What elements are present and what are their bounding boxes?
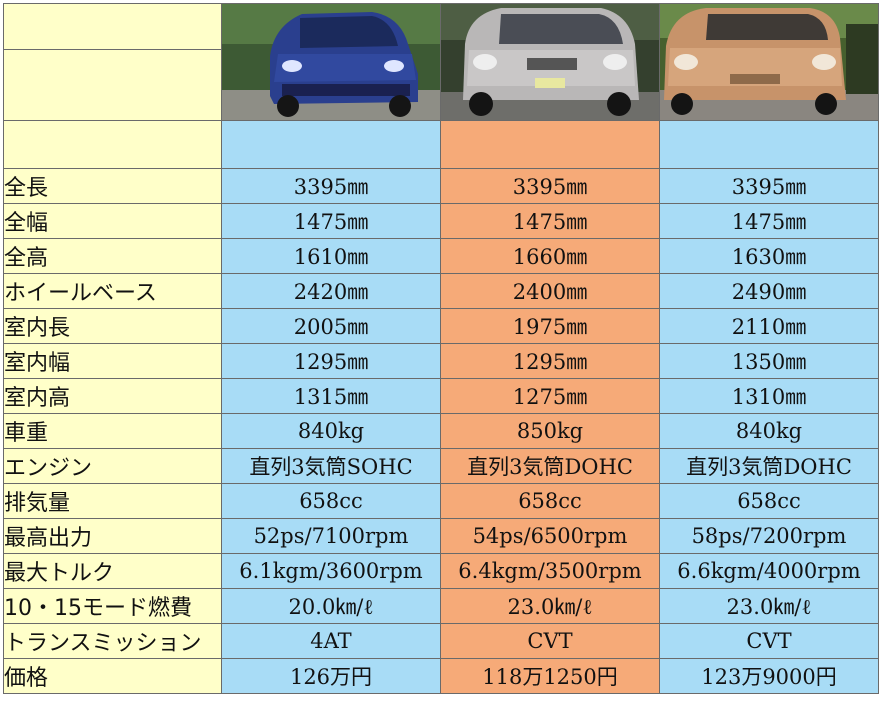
header-blank-cell-bottom — [3, 120, 222, 169]
table-cell: 3395㎜ — [440, 168, 660, 204]
row-label: 車重 — [3, 413, 222, 449]
table-cell: 126万円 — [221, 658, 441, 694]
header-blank-cell-middle — [3, 49, 222, 121]
table-cell: 1475㎜ — [659, 203, 879, 239]
row-label: 室内長 — [3, 308, 222, 344]
table-cell: 3395㎜ — [659, 168, 879, 204]
table-cell: 2400㎜ — [440, 273, 660, 309]
row-label: トランスミッション — [3, 623, 222, 659]
row-label: 排気量 — [3, 483, 222, 519]
table-row: 10・15モード燃費 20.0㎞/ℓ 23.0㎞/ℓ 23.0㎞/ℓ — [3, 588, 879, 624]
row-label: 最高出力 — [3, 518, 222, 554]
blue-kei-car-photo-icon — [222, 4, 440, 120]
table-row: 全長 3395㎜ 3395㎜ 3395㎜ — [3, 168, 879, 204]
table-cell: 直列3気筒SOHC — [221, 448, 441, 484]
table-row: 全高 1610㎜ 1660㎜ 1630㎜ — [3, 238, 879, 274]
silver-kei-car-photo-icon — [441, 4, 659, 120]
table-row: 最大トルク 6.1kgm/3600rpm 6.4kgm/3500rpm 6.6k… — [3, 553, 879, 589]
table-cell: 1310㎜ — [659, 378, 879, 414]
table-cell: 4AT — [221, 623, 441, 659]
table-row: ホイールベース 2420㎜ 2400㎜ 2490㎜ — [3, 273, 879, 309]
table-cell: 54ps/6500rpm — [440, 518, 660, 554]
table-cell: 23.0㎞/ℓ — [440, 588, 660, 624]
car-3-color-band — [659, 120, 879, 169]
table-cell: 20.0㎞/ℓ — [221, 588, 441, 624]
table-cell: 1630㎜ — [659, 238, 879, 274]
table-cell: 6.6kgm/4000rpm — [659, 553, 879, 589]
row-label: 全幅 — [3, 203, 222, 239]
table-row: 最高出力 52ps/7100rpm 54ps/6500rpm 58ps/7200… — [3, 518, 879, 554]
row-label: ホイールベース — [3, 273, 222, 309]
table-cell: 直列3気筒DOHC — [659, 448, 879, 484]
table-cell: 840kg — [659, 413, 879, 449]
table-cell: 658cc — [221, 483, 441, 519]
table-cell: CVT — [659, 623, 879, 659]
table-cell: 直列3気筒DOHC — [440, 448, 660, 484]
table-cell: 1660㎜ — [440, 238, 660, 274]
table-row: 室内高 1315㎜ 1275㎜ 1310㎜ — [3, 378, 879, 414]
table-row: 室内幅 1295㎜ 1295㎜ 1350㎜ — [3, 343, 879, 379]
row-label: エンジン — [3, 448, 222, 484]
table-row: エンジン 直列3気筒SOHC 直列3気筒DOHC 直列3気筒DOHC — [3, 448, 879, 484]
car-3-photo-cell — [659, 3, 879, 121]
table-cell: 1350㎜ — [659, 343, 879, 379]
spec-comparison-table: 全長 3395㎜ 3395㎜ 3395㎜ 全幅 1475㎜ 1475㎜ 1475… — [3, 2, 879, 694]
table-cell: 1275㎜ — [440, 378, 660, 414]
table-row: 室内長 2005㎜ 1975㎜ 2110㎜ — [3, 308, 879, 344]
table-cell: 1610㎜ — [221, 238, 441, 274]
table-cell: 658cc — [440, 483, 660, 519]
table-row: 価格 126万円 118万1250円 123万9000円 — [3, 658, 879, 694]
row-label: 価格 — [3, 658, 222, 694]
table-cell: 123万9000円 — [659, 658, 879, 694]
table-cell: 2490㎜ — [659, 273, 879, 309]
table-row: 全幅 1475㎜ 1475㎜ 1475㎜ — [3, 203, 879, 239]
table-cell: 23.0㎞/ℓ — [659, 588, 879, 624]
car-1-photo-cell — [221, 3, 441, 121]
car-1-color-band — [221, 120, 441, 169]
car-2-color-band — [440, 120, 660, 169]
table-cell: 2420㎜ — [221, 273, 441, 309]
table-cell: 840kg — [221, 413, 441, 449]
table-cell: 118万1250円 — [440, 658, 660, 694]
row-label: 室内幅 — [3, 343, 222, 379]
row-label: 10・15モード燃費 — [3, 588, 222, 624]
beige-kei-car-photo-icon — [660, 4, 878, 120]
row-label: 室内高 — [3, 378, 222, 414]
table-cell: 1295㎜ — [440, 343, 660, 379]
table-row: 排気量 658cc 658cc 658cc — [3, 483, 879, 519]
row-label: 全長 — [3, 168, 222, 204]
table-row: トランスミッション 4AT CVT CVT — [3, 623, 879, 659]
table-cell: 658cc — [659, 483, 879, 519]
table-cell: 850kg — [440, 413, 660, 449]
table-cell: 1475㎜ — [221, 203, 441, 239]
table-cell: 6.4kgm/3500rpm — [440, 553, 660, 589]
table-cell: 1975㎜ — [440, 308, 660, 344]
table-cell: 3395㎜ — [221, 168, 441, 204]
table-cell: 52ps/7100rpm — [221, 518, 441, 554]
table-cell: 1475㎜ — [440, 203, 660, 239]
header-blank-cell-top — [3, 2, 222, 51]
table-cell: 58ps/7200rpm — [659, 518, 879, 554]
car-2-photo-cell — [440, 3, 660, 121]
row-label: 最大トルク — [3, 553, 222, 589]
table-cell: 2005㎜ — [221, 308, 441, 344]
table-row: 車重 840kg 850kg 840kg — [3, 413, 879, 449]
table-cell: 1315㎜ — [221, 378, 441, 414]
row-label: 全高 — [3, 238, 222, 274]
table-cell: 1295㎜ — [221, 343, 441, 379]
table-cell: CVT — [440, 623, 660, 659]
table-cell: 6.1kgm/3600rpm — [221, 553, 441, 589]
table-cell: 2110㎜ — [659, 308, 879, 344]
